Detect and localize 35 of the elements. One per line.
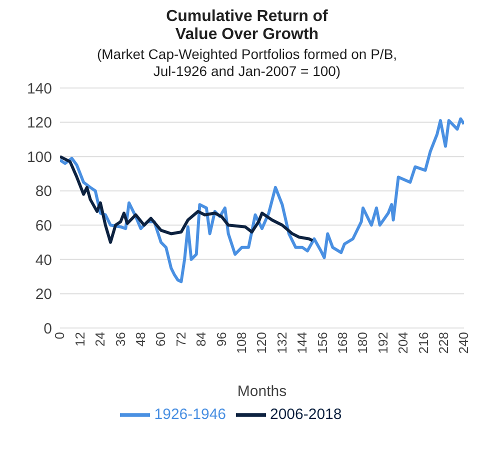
x-tick-label: 228 xyxy=(436,332,452,354)
x-tick-label: 0 xyxy=(52,332,68,340)
x-tick-label: 108 xyxy=(234,332,250,354)
chart-title: Cumulative Return of Value Over Growth xyxy=(165,8,329,44)
y-tick-label: 100 xyxy=(26,148,52,166)
y-tick-label: 40 xyxy=(35,252,52,269)
x-tick-label: 144 xyxy=(294,332,310,354)
chart-subtitle: (Market Cap-Weighted Portfolios formed on P/B, Jul-1926 and Jan-2007 = 100) xyxy=(96,46,398,80)
x-tick-label: 36 xyxy=(112,332,128,346)
line-series xyxy=(60,155,314,244)
line-series xyxy=(60,117,464,284)
x-tick-label: 240 xyxy=(456,332,472,354)
x-axis-title: Months xyxy=(237,383,287,400)
x-tick-label: 204 xyxy=(396,332,411,354)
x-tick-label: 180 xyxy=(355,332,370,354)
x-tick-label: 12 xyxy=(72,332,88,346)
y-tick-label: 140 xyxy=(26,80,52,98)
x-tick-label: 48 xyxy=(133,332,148,346)
x-tick-label: 156 xyxy=(314,332,330,354)
x-tick-label: 168 xyxy=(335,332,350,354)
x-tick-label: 192 xyxy=(375,332,390,354)
y-tick-label: 120 xyxy=(26,114,52,132)
x-tick-label: 132 xyxy=(274,332,290,354)
y-tick-label: 80 xyxy=(35,183,52,200)
x-tick-label: 96 xyxy=(214,332,229,346)
x-tick-label: 60 xyxy=(153,332,168,346)
x-tick-label: 72 xyxy=(173,332,188,346)
x-tick-label: 216 xyxy=(416,332,431,354)
x-tick-label: 84 xyxy=(194,332,209,346)
legend-label: 2006-2018 xyxy=(270,406,342,423)
y-tick-label: 60 xyxy=(35,217,52,234)
y-tick-label: 20 xyxy=(35,286,52,304)
x-tick-label: 120 xyxy=(254,332,270,354)
legend-label: 1926-1946 xyxy=(154,406,226,423)
x-tick-label: 24 xyxy=(92,332,108,346)
